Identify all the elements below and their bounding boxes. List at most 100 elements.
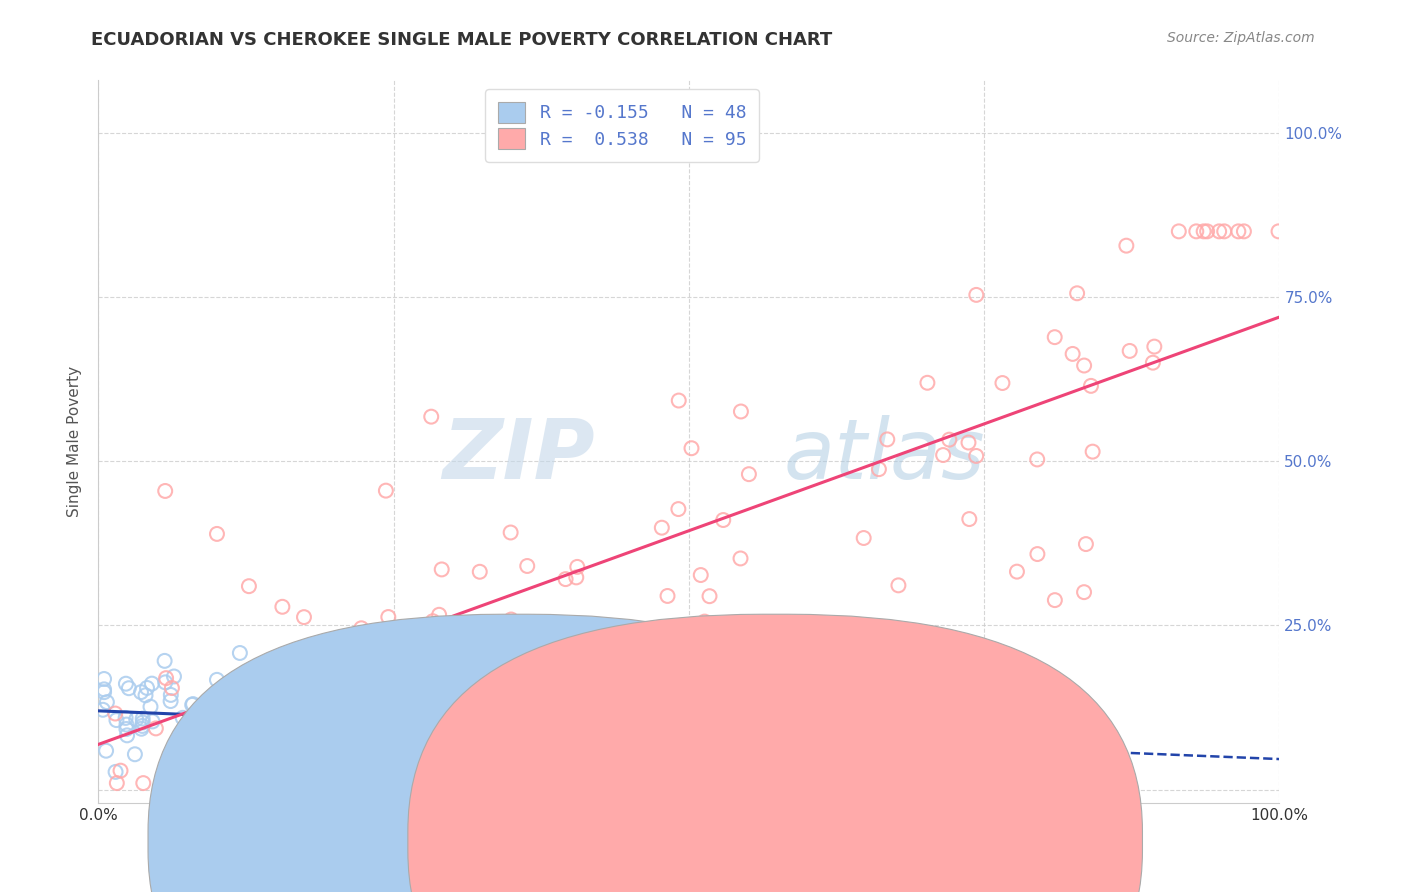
Point [957, 435, 980, 450]
Point [181, 747, 204, 761]
Point [145, 722, 167, 736]
Text: Ecuadorians: Ecuadorians [536, 832, 637, 850]
Point [648, 673, 671, 688]
Point [738, 467, 761, 482]
Point [333, 714, 356, 729]
Point [374, 483, 396, 498]
Point [139, 699, 162, 714]
Point [131, 719, 153, 733]
Point [501, 613, 523, 627]
Point [181, 697, 204, 711]
Legend: R = -0.155   N = 48, R =  0.538   N = 95: R = -0.155 N = 48, R = 0.538 N = 95 [485, 89, 759, 161]
Point [212, 702, 235, 716]
Point [422, 614, 444, 628]
Point [219, 703, 242, 717]
Point [153, 654, 176, 668]
Point [226, 690, 249, 704]
Point [1073, 359, 1095, 373]
Point [221, 772, 243, 787]
Point [172, 711, 194, 725]
Point [287, 658, 309, 673]
Point [198, 763, 221, 777]
Point [159, 694, 181, 708]
Point [124, 747, 146, 762]
Point [118, 681, 141, 696]
Point [1043, 593, 1066, 607]
Point [131, 722, 153, 736]
Point [938, 433, 960, 447]
Point [159, 688, 181, 702]
Point [1192, 224, 1215, 238]
Point [537, 681, 560, 696]
Point [668, 393, 690, 408]
Point [350, 621, 373, 635]
Point [567, 560, 589, 574]
Point [132, 715, 155, 730]
Point [236, 729, 259, 743]
Point [155, 671, 177, 685]
Point [105, 776, 128, 790]
Point [125, 712, 148, 726]
Point [1043, 330, 1066, 344]
Point [624, 776, 647, 790]
Point [225, 679, 247, 693]
Point [155, 675, 177, 690]
Point [666, 502, 689, 516]
Point [1167, 224, 1189, 238]
Point [965, 449, 987, 463]
Point [114, 711, 136, 725]
Point [205, 673, 228, 687]
Point [377, 610, 399, 624]
Point [132, 776, 155, 790]
Point [93, 682, 115, 697]
Point [1073, 585, 1095, 599]
Point [650, 633, 672, 648]
Point [93, 672, 115, 686]
Point [181, 739, 204, 754]
Point [205, 527, 228, 541]
FancyBboxPatch shape [408, 615, 1143, 892]
Point [811, 657, 834, 672]
Text: ECUADORIAN VS CHEROKEE SINGLE MALE POVERTY CORRELATION CHART: ECUADORIAN VS CHEROKEE SINGLE MALE POVER… [91, 31, 832, 49]
Point [104, 764, 127, 779]
Point [637, 623, 659, 637]
Point [1115, 238, 1137, 252]
Point [1233, 224, 1256, 238]
Point [1213, 224, 1236, 238]
Point [94, 744, 117, 758]
Point [868, 462, 890, 476]
Point [887, 578, 910, 592]
Point [398, 635, 420, 649]
Point [377, 673, 399, 688]
Point [292, 610, 315, 624]
Point [160, 681, 183, 695]
Point [172, 745, 194, 759]
Point [281, 648, 304, 663]
Point [1143, 340, 1166, 354]
Point [957, 512, 980, 526]
Point [228, 776, 250, 790]
Point [420, 409, 443, 424]
Point [153, 483, 176, 498]
Point [91, 703, 114, 717]
Point [1142, 356, 1164, 370]
Point [681, 441, 703, 455]
Point [136, 681, 159, 695]
Point [229, 646, 252, 660]
Point [499, 525, 522, 540]
Point [141, 676, 163, 690]
Point [96, 695, 118, 709]
Point [651, 521, 673, 535]
Point [238, 579, 260, 593]
Point [105, 713, 128, 727]
Point [1062, 347, 1084, 361]
Point [104, 706, 127, 721]
Point [115, 717, 138, 731]
Point [991, 376, 1014, 390]
Point [852, 531, 875, 545]
Point [693, 615, 716, 629]
Point [347, 677, 370, 691]
Point [449, 618, 471, 632]
Point [115, 676, 138, 690]
Point [160, 776, 183, 790]
